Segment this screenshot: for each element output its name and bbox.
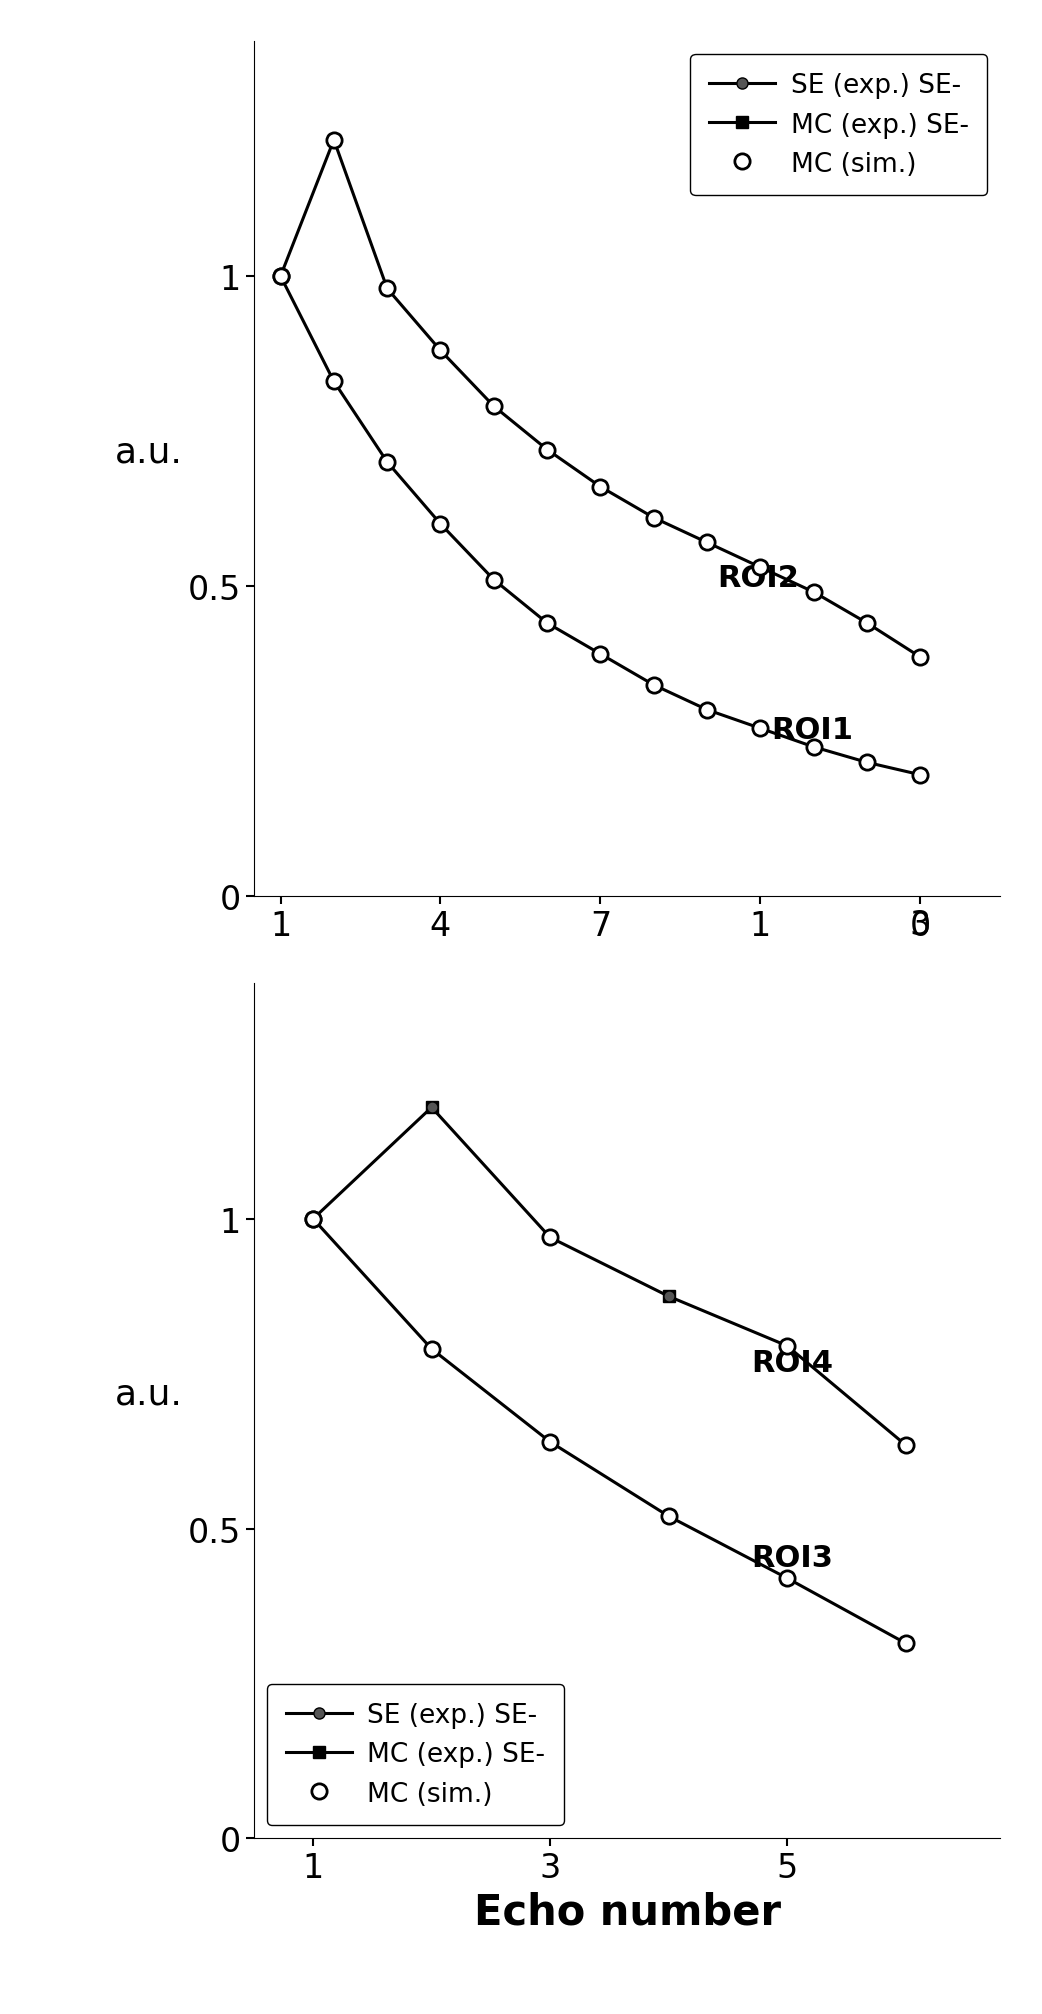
Text: 3: 3 (910, 908, 931, 943)
Y-axis label: a.u.: a.u. (115, 435, 182, 469)
Y-axis label: a.u.: a.u. (115, 1378, 182, 1412)
Text: ROI1: ROI1 (771, 715, 853, 745)
Legend: SE (exp.) SE-, MC (exp.) SE-, MC (sim.): SE (exp.) SE-, MC (exp.) SE-, MC (sim.) (691, 54, 987, 195)
X-axis label: Echo number: Echo number (474, 1889, 780, 1931)
Text: ROI4: ROI4 (751, 1347, 834, 1378)
Legend: SE (exp.) SE-, MC (exp.) SE-, MC (sim.): SE (exp.) SE-, MC (exp.) SE-, MC (sim.) (267, 1684, 564, 1825)
Text: ROI2: ROI2 (718, 564, 799, 592)
Text: ROI3: ROI3 (751, 1543, 834, 1573)
